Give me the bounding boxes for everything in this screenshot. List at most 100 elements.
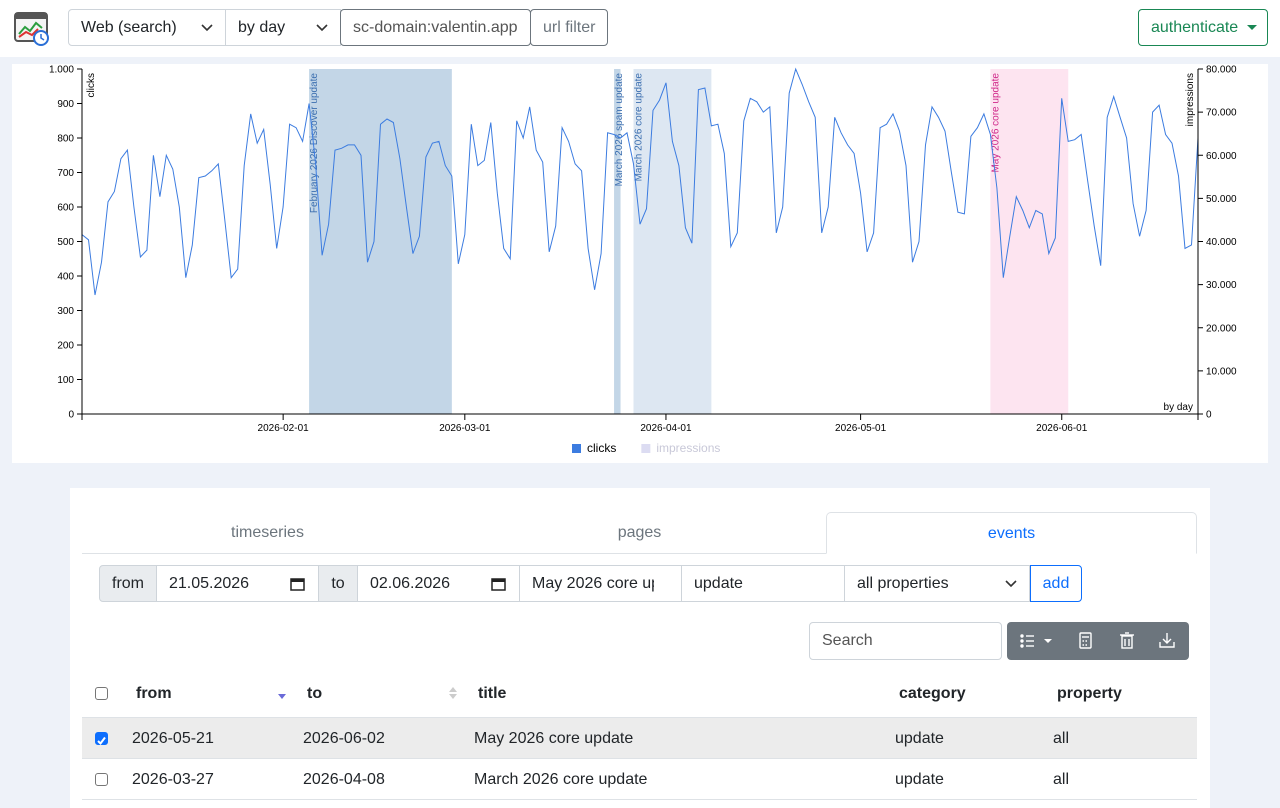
add-button[interactable]: add <box>1030 565 1082 602</box>
to-date-text: 02.06.2026 <box>370 575 451 592</box>
y-tick-label: 500 <box>57 237 74 248</box>
sort-desc <box>278 694 286 699</box>
y-tick-label: 400 <box>57 272 74 283</box>
sort-indicator[interactable] <box>277 685 287 706</box>
table-cell: update <box>895 771 944 788</box>
line-series <box>81 67 1199 296</box>
legend-item[interactable]: clicks <box>572 441 616 455</box>
granularity-select[interactable]: by day <box>225 9 341 46</box>
tab[interactable]: events <box>826 512 1197 554</box>
sort-both <box>449 687 457 699</box>
event-band <box>614 69 621 414</box>
caret <box>1005 580 1017 588</box>
tab[interactable]: pages <box>617 524 662 541</box>
table-cell: May 2026 core update <box>474 730 634 747</box>
table-cell: 2026-05-21 <box>132 730 214 747</box>
x-tick-label: 2026-06-01 <box>1036 423 1088 434</box>
column-header[interactable]: category <box>899 685 966 702</box>
y2-tick-label: 50.000 <box>1206 194 1237 205</box>
domain-input[interactable]: sc-domain:valentin.app <box>340 9 531 46</box>
y2-tick-label: 30.000 <box>1206 280 1237 291</box>
tab[interactable]: timeseries <box>231 524 304 541</box>
x-tick-label: 2026-02-01 <box>258 423 310 434</box>
y-tick-label: 100 <box>57 375 74 386</box>
table-cell: update <box>895 730 944 747</box>
y-tick-label: 300 <box>57 306 74 317</box>
columns-button[interactable] <box>1020 634 1052 648</box>
caret <box>316 24 328 32</box>
y2-tick-label: 70.000 <box>1206 108 1237 119</box>
table-cell: all <box>1053 771 1070 788</box>
authenticate-text: authenticate <box>1151 19 1239 36</box>
from-date[interactable]: 21.05.2026 <box>156 565 319 602</box>
title-input[interactable]: May 2026 core update <box>519 565 682 602</box>
event-band <box>990 69 1069 414</box>
x-tick-label: 2026-05-01 <box>835 423 887 434</box>
search-input[interactable]: Search <box>809 622 1002 660</box>
toolbar-icons <box>1020 632 1175 649</box>
event-label: March 2026 core update <box>634 73 645 182</box>
x-axis-label: by day <box>1164 402 1193 413</box>
chart-panel: February 2026 Discover update March 2026 … <box>12 64 1268 463</box>
y-tick-label: 700 <box>57 168 74 179</box>
chart: February 2026 Discover update March 2026 … <box>49 65 1237 456</box>
row-checkbox[interactable] <box>95 773 108 786</box>
category-input[interactable]: update <box>681 565 845 602</box>
column-header[interactable]: to <box>307 685 323 702</box>
table-row[interactable] <box>82 718 1197 759</box>
table-cell: 2026-03-27 <box>132 771 214 788</box>
calendar-icon <box>491 578 506 591</box>
granularity-text: by day <box>238 19 286 36</box>
event-label: February 2026 Discover update <box>309 73 320 214</box>
y2-tick-label: 60.000 <box>1206 151 1237 162</box>
tab-line <box>82 553 1197 554</box>
table-toolbar <box>1007 622 1189 660</box>
event-label: May 2026 core update <box>990 73 1001 173</box>
calendar-icon <box>290 578 305 591</box>
event-band <box>633 69 712 414</box>
column-header[interactable]: title <box>478 685 507 702</box>
legend-label: clicks <box>587 441 616 455</box>
authenticate-button[interactable]: authenticate <box>1138 9 1268 46</box>
to-label: to <box>318 565 358 602</box>
column-header[interactable]: property <box>1057 685 1122 702</box>
sort-indicator[interactable] <box>448 685 458 706</box>
events-card: from 21.05.2026 to 02.06.2026 May 2026 c… <box>70 488 1210 808</box>
source-select[interactable]: Web (search) <box>68 9 226 46</box>
caret <box>201 24 213 32</box>
from-label: from <box>99 565 157 602</box>
row-checkbox[interactable] <box>95 732 108 746</box>
check <box>97 736 106 746</box>
y2-tick-label: 10.000 <box>1206 366 1237 377</box>
y2-tick-label: 20.000 <box>1206 323 1237 334</box>
x-tick-label: 2026-03-01 <box>439 423 491 434</box>
legend-label: impressions <box>656 441 720 455</box>
url-filter-input[interactable]: url filter <box>530 9 608 46</box>
logo <box>14 12 49 46</box>
calculator-button[interactable] <box>1079 632 1092 649</box>
y2-tick-label: 0 <box>1206 410 1212 421</box>
y2-axis-label: impressions <box>1185 73 1196 126</box>
y-tick-label: 1.000 <box>49 65 74 76</box>
property-select[interactable]: all properties <box>844 565 1030 602</box>
event-band <box>309 69 452 414</box>
download-button[interactable] <box>1159 633 1175 648</box>
y-tick-label: 600 <box>57 203 74 214</box>
property-text: all properties <box>857 575 949 592</box>
delete-button[interactable] <box>1120 632 1134 649</box>
y-tick-label: 0 <box>68 410 74 421</box>
legend-swatch <box>572 444 581 453</box>
to-date[interactable]: 02.06.2026 <box>357 565 520 602</box>
top-bar: Web (search) by day sc-domain:valentin.a… <box>0 0 1280 57</box>
legend-item[interactable]: impressions <box>641 441 720 455</box>
column-header[interactable]: from <box>136 685 172 702</box>
x-tick-label: 2026-04-01 <box>640 423 692 434</box>
table-cell: 2026-04-08 <box>303 771 385 788</box>
legend-swatch <box>641 444 651 453</box>
y-tick-label: 200 <box>57 341 74 352</box>
y2-tick-label: 40.000 <box>1206 237 1237 248</box>
select-all-checkbox[interactable] <box>95 687 108 700</box>
title-text: May 2026 core update <box>532 575 654 592</box>
y2-tick-label: 80.000 <box>1206 65 1237 76</box>
